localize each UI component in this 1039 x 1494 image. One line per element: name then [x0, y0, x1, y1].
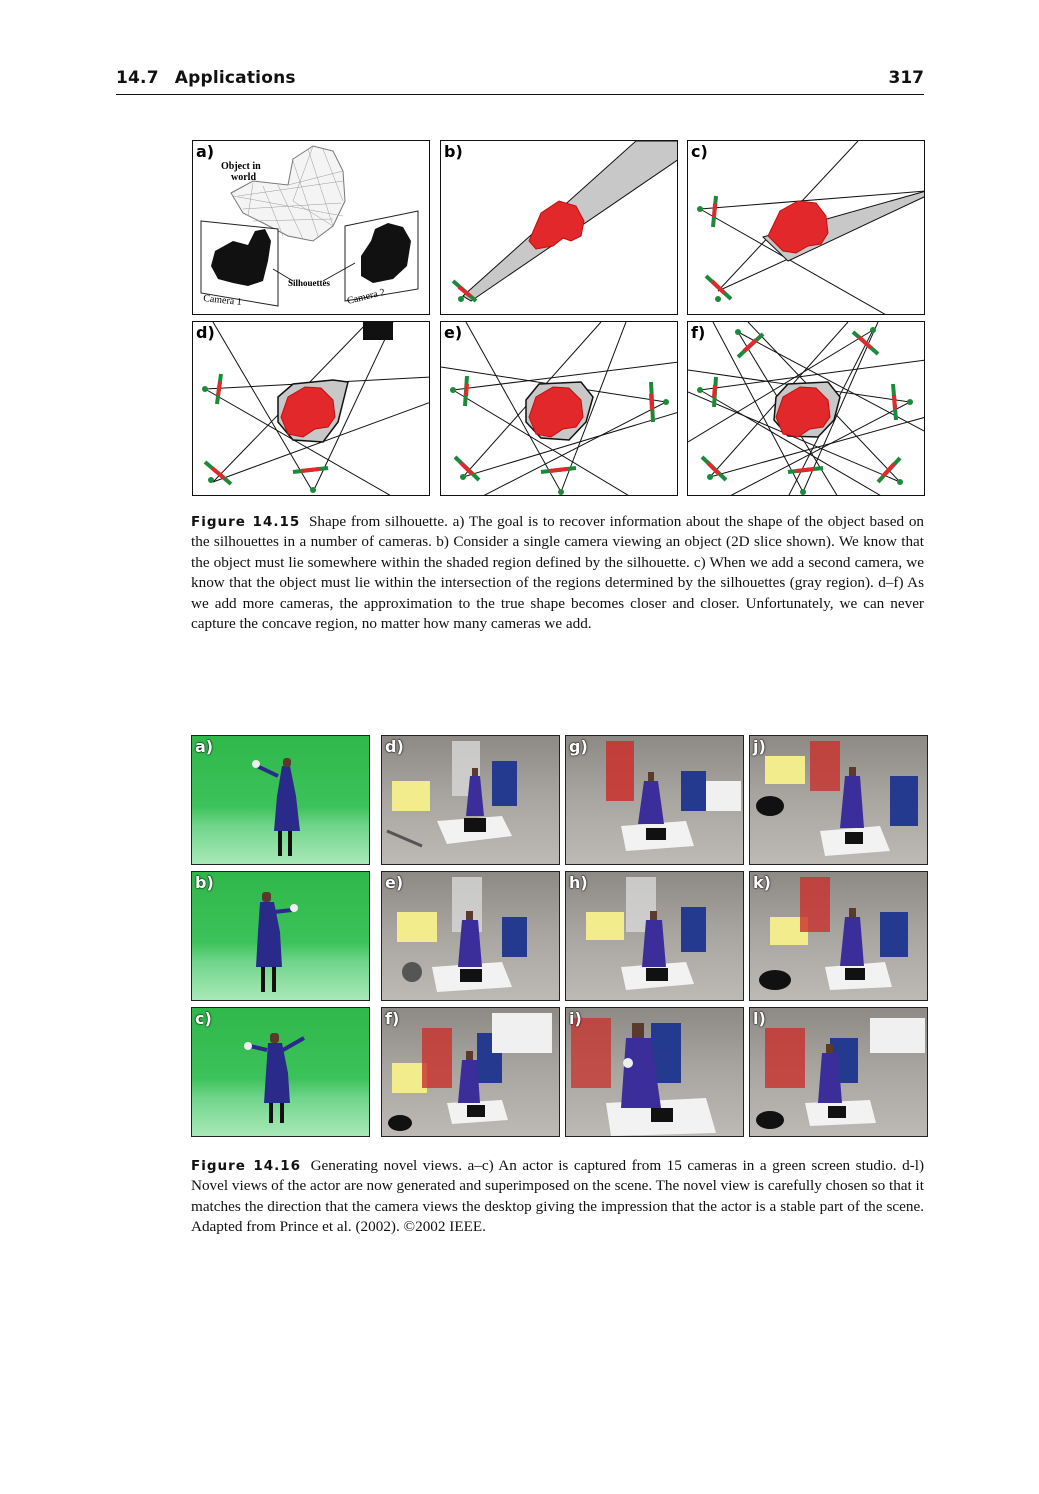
two-camera-intersection — [697, 141, 924, 314]
photo-panel-b: b) — [191, 871, 370, 1001]
photo-panel-j: j) — [749, 735, 928, 865]
figure-label: Figure 14.16 — [191, 1158, 302, 1174]
four-camera-intersection — [441, 322, 677, 495]
panel-label: k) — [753, 873, 771, 892]
panel-label: f) — [691, 323, 706, 342]
panel-label: i) — [569, 1009, 582, 1028]
photo-panel-h: h) — [565, 871, 744, 1001]
actor-green-screen — [256, 892, 298, 992]
photo-panel-k: k) — [749, 871, 928, 1001]
desk-scene — [759, 877, 908, 990]
panel-label: e) — [385, 873, 404, 892]
figure-caption: Figure 14.15 Shape from silhouette. a) T… — [191, 512, 924, 634]
caption-text: Generating novel views. a–c) An actor is… — [191, 1157, 925, 1236]
photo-panel-i: i) — [565, 1007, 744, 1137]
panel-label: d) — [385, 737, 404, 756]
label-object-world: world — [231, 172, 256, 183]
page-number: 317 — [888, 68, 925, 88]
photo-panel-l: l) — [749, 1007, 928, 1137]
figure-caption: Figure 14.16 Generating novel views. a–c… — [191, 1156, 924, 1238]
panel-label: j) — [753, 737, 766, 756]
panel-label: c) — [195, 1009, 212, 1028]
section-number: 14.7 — [116, 68, 159, 88]
many-camera-intersection — [688, 322, 924, 495]
three-camera-intersection — [202, 322, 429, 495]
desk-scene — [756, 741, 918, 856]
actor-green-screen — [244, 1033, 305, 1123]
panel-label: l) — [753, 1009, 766, 1028]
label-silhouettes: Silhouettes — [288, 278, 331, 288]
desk-scene — [397, 877, 527, 992]
desk-scene — [386, 741, 517, 848]
panel-label: f) — [385, 1009, 400, 1028]
desk-scene — [388, 1013, 552, 1131]
label-camera-1: Camera 1 — [203, 293, 243, 308]
object-silhouette-illustration: Object in world Silhouettes Camera 1 Cam… — [200, 145, 419, 308]
panel-label: h) — [569, 873, 588, 892]
panel-label: c) — [691, 142, 708, 161]
running-header: 14.7 Applications 317 — [116, 68, 924, 95]
desk-scene — [586, 877, 706, 990]
photo-panel-c: c) — [191, 1007, 370, 1137]
desk-scene — [606, 741, 741, 851]
photo-panel-g: g) — [565, 735, 744, 865]
panel-c: c) — [687, 140, 925, 315]
photo-panel-e: e) — [381, 871, 560, 1001]
panel-e: e) — [440, 321, 678, 496]
panel-label: d) — [196, 323, 215, 342]
section-title: Applications — [174, 68, 296, 88]
panel-label: e) — [444, 323, 463, 342]
photo-panel-f: f) — [381, 1007, 560, 1137]
panel-label: g) — [569, 737, 588, 756]
caption-text: Shape from silhouette. a) The goal is to… — [191, 513, 925, 633]
panel-b: b) — [440, 140, 678, 315]
desk-scene — [756, 1018, 925, 1129]
panel-label: a) — [195, 737, 214, 756]
panel-f: f) — [687, 321, 925, 496]
single-camera-cone — [451, 141, 677, 303]
actor-green-screen — [252, 758, 300, 856]
label-object-in-world: Object in — [221, 161, 261, 172]
section-heading: 14.7 Applications — [116, 68, 296, 88]
figure-label: Figure 14.15 — [191, 514, 301, 530]
panel-d: d) — [192, 321, 430, 496]
panel-label: b) — [444, 142, 463, 161]
panel-label: b) — [195, 873, 214, 892]
panel-a: a) Object in world Silhouettes Camera 1 … — [192, 140, 430, 315]
photo-panel-a: a) — [191, 735, 370, 865]
photo-panel-d: d) — [381, 735, 560, 865]
panel-label: a) — [196, 142, 215, 161]
desk-scene — [571, 1018, 716, 1136]
